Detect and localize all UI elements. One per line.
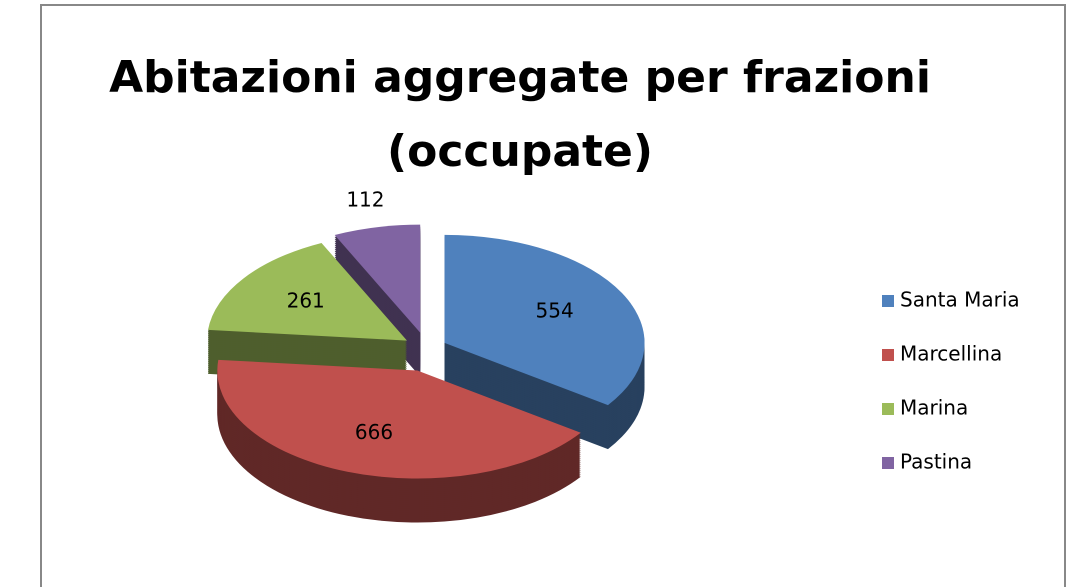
data-label: 554 (536, 299, 574, 323)
data-label: 666 (355, 420, 393, 444)
legend-label: Pastina (900, 450, 972, 474)
slice (208, 242, 408, 341)
legend-swatch (882, 349, 894, 361)
legend-label: Marcellina (900, 342, 1002, 366)
legend-swatch (882, 295, 894, 307)
slice (334, 224, 421, 333)
data-label: 261 (287, 288, 325, 312)
slice (444, 234, 645, 406)
slice-group (444, 234, 645, 450)
slice (217, 359, 581, 479)
slice-group (208, 242, 408, 385)
data-label: 112 (346, 187, 384, 211)
legend-swatch (882, 403, 894, 415)
legend-label: Santa Maria (900, 288, 1020, 312)
slice-group (217, 359, 581, 523)
legend-swatch (882, 457, 894, 469)
chart-title: Abitazioni aggregate per frazioni (occupa… (109, 52, 931, 177)
legend-label: Marina (900, 396, 968, 420)
